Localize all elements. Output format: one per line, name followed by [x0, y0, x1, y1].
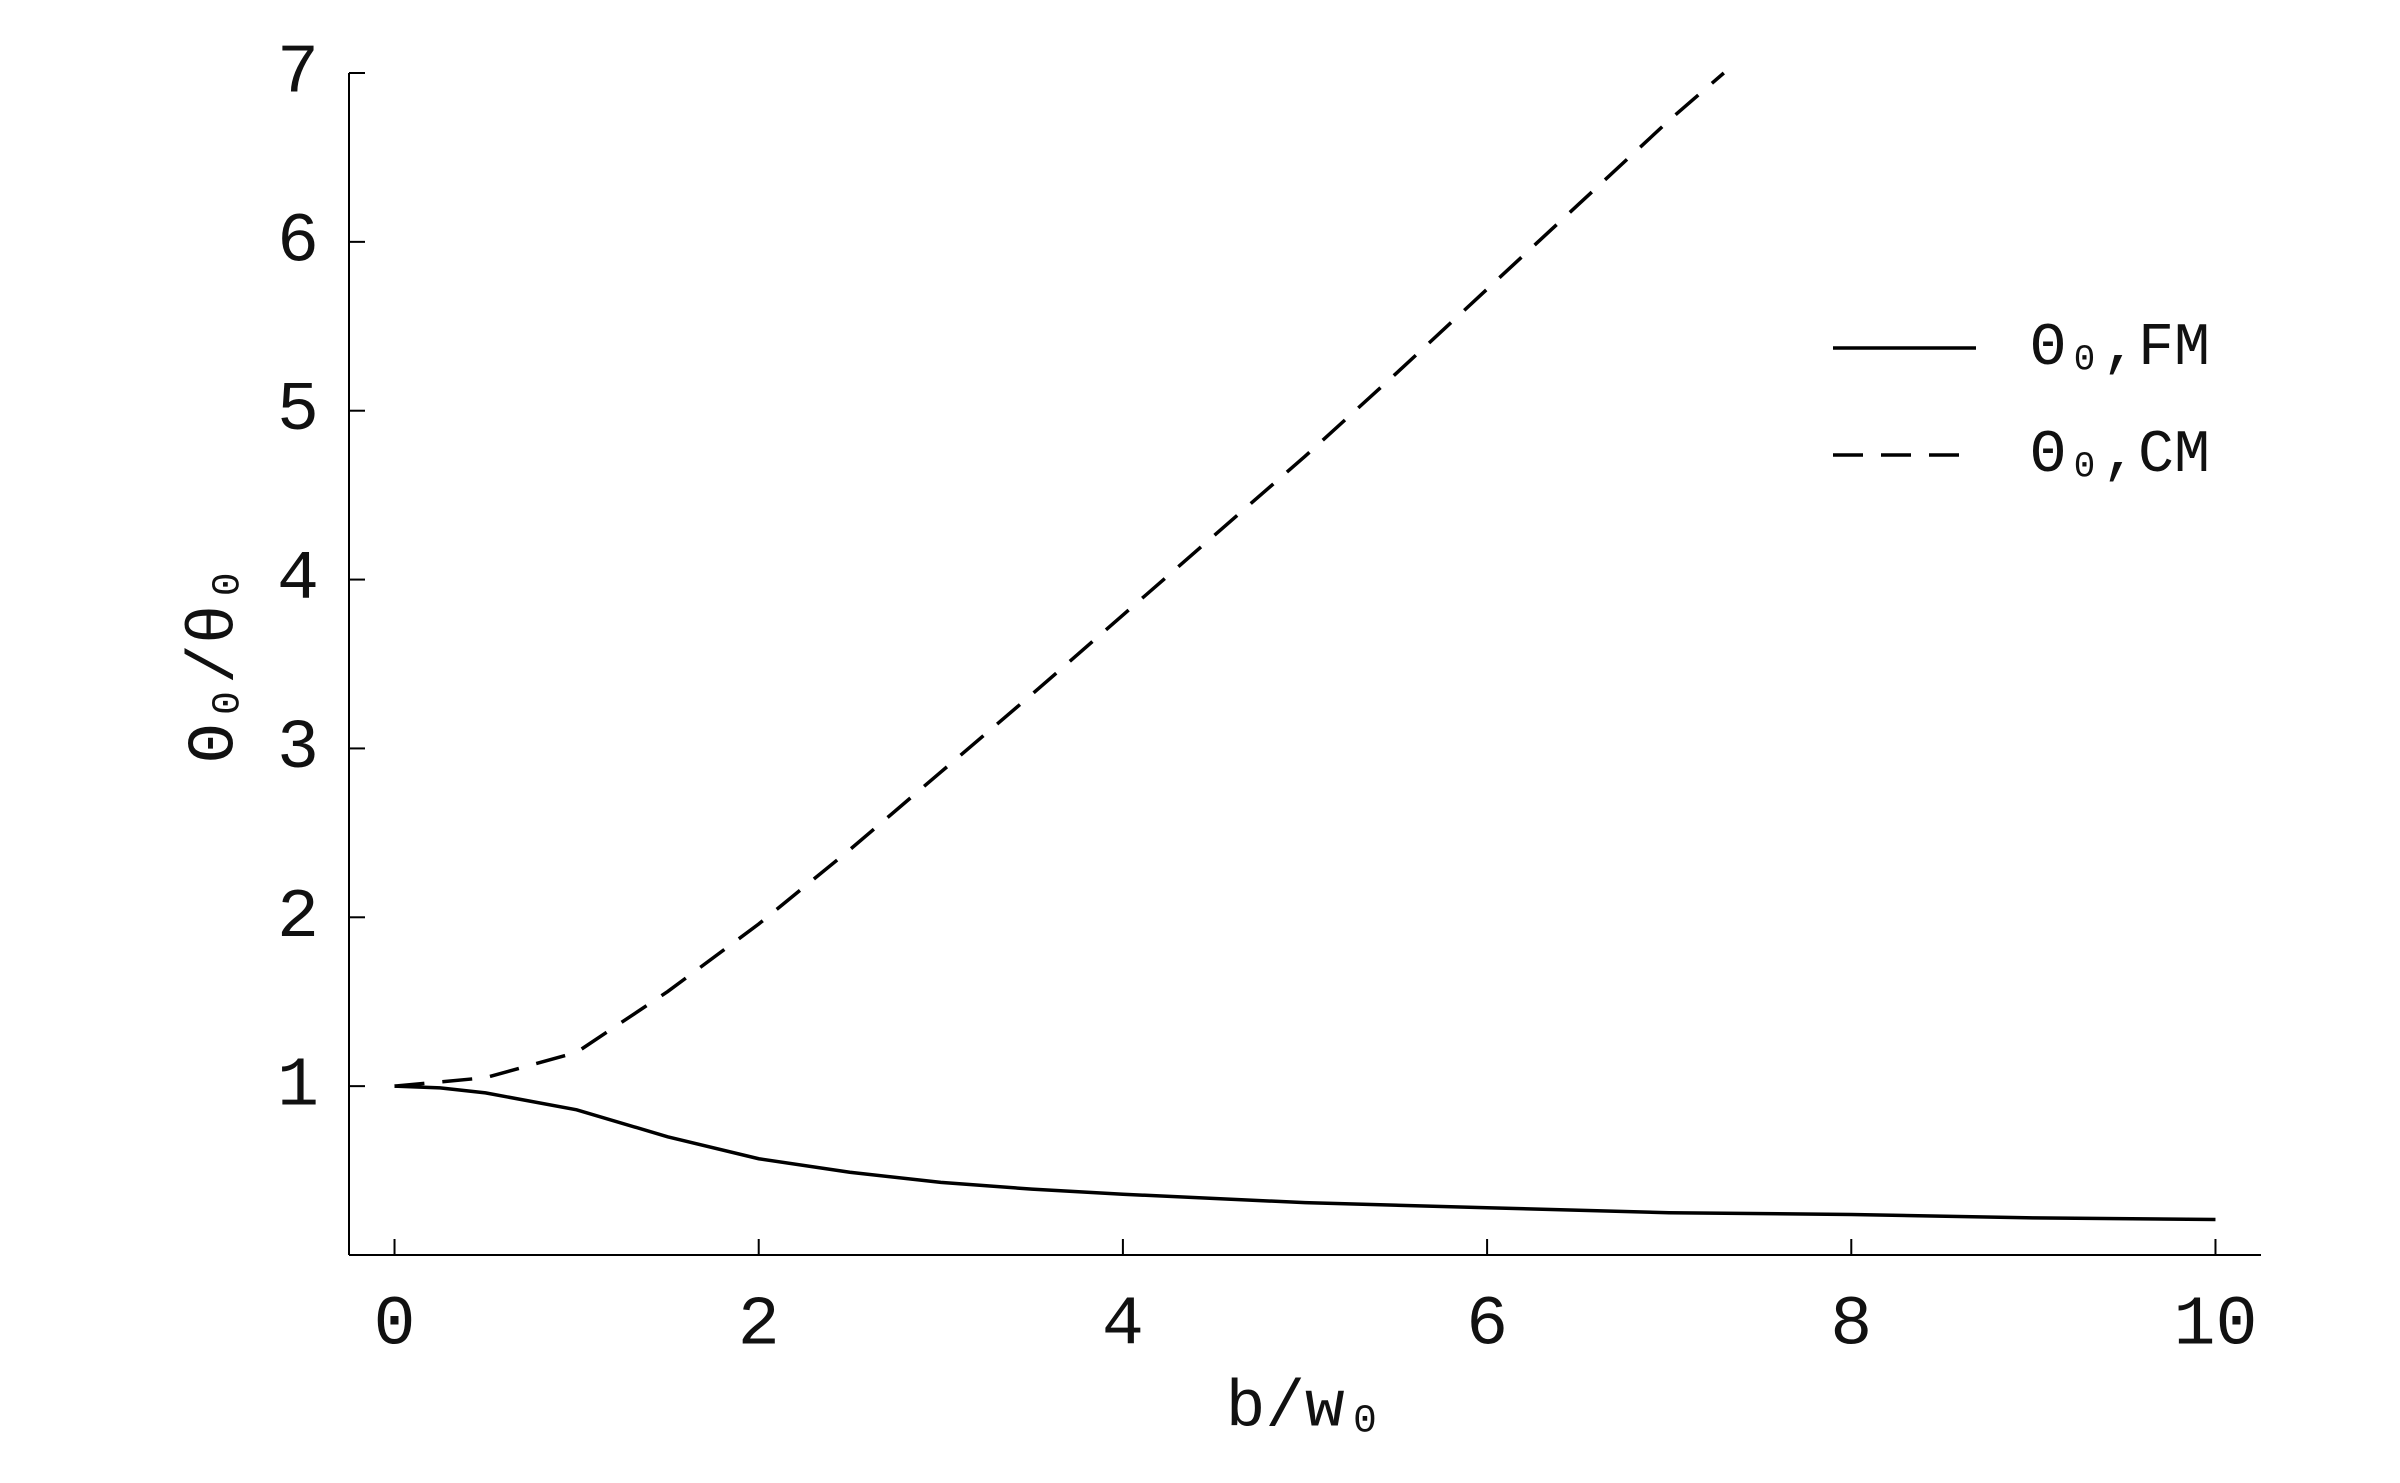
y-axis-label: Θ₀/θ₀ [177, 565, 252, 763]
x-tick-label: 6 [1466, 1286, 1508, 1365]
x-tick-label: 0 [374, 1286, 416, 1365]
y-tick-label: 4 [277, 541, 319, 620]
y-tick-label: 3 [277, 710, 319, 789]
series-line [394, 1084, 2216, 1222]
y-tick-label: 2 [277, 879, 319, 958]
y-tick-label: 1 [277, 1048, 319, 1127]
legend-label: Θ₀,FM [2030, 315, 2210, 383]
x-tick-label: 4 [1102, 1286, 1144, 1365]
x-tick-label: 10 [2173, 1286, 2257, 1365]
y-tick-label: 7 [277, 34, 319, 113]
series-line [394, 71, 1725, 1088]
x-tick-label: 8 [1830, 1286, 1872, 1365]
x-tick-label: 2 [738, 1286, 780, 1365]
x-axis-label: b/w₀ [1226, 1370, 1384, 1445]
y-tick-label: 6 [277, 203, 319, 282]
y-tick-label: 5 [277, 372, 319, 451]
legend-label: Θ₀,CM [2030, 422, 2210, 490]
